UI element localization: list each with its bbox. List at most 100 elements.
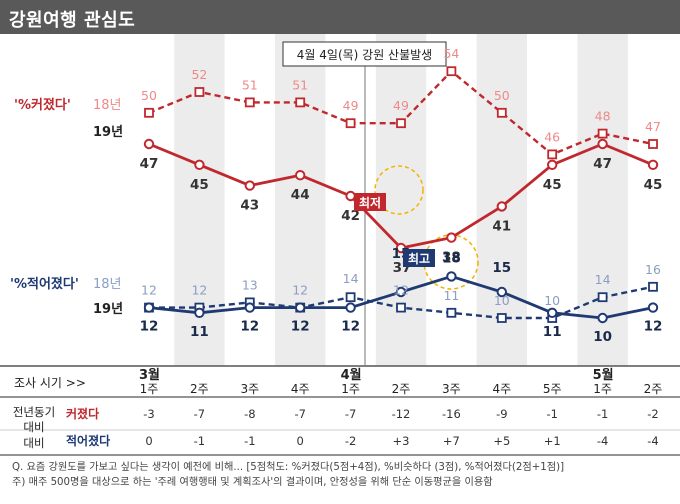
data-label: 47: [140, 156, 159, 172]
data-label: 38: [442, 250, 461, 266]
data-label: 10: [544, 293, 560, 308]
table-header-label: 조사 시기 >>: [14, 376, 86, 390]
data-label: 42: [341, 208, 360, 224]
neg-year-prev-label: 18년: [93, 277, 122, 292]
title-bar: 강원여행 관심도: [0, 0, 680, 34]
data-label: 10: [593, 329, 612, 345]
week-label: 4주: [291, 382, 310, 396]
week-label: 1주: [140, 382, 159, 396]
data-label: 49: [393, 98, 409, 113]
data-label: 12: [140, 319, 159, 335]
data-label: 12: [191, 283, 207, 298]
data-label: 15: [492, 260, 511, 276]
week-label: 5주: [543, 382, 562, 396]
series-point: [647, 159, 659, 171]
data-label: 14: [595, 272, 611, 287]
series-point: [345, 118, 356, 129]
data-label: 11: [543, 324, 562, 340]
row-group-label: 전년동기: [13, 405, 55, 419]
row-group-label: 대비: [23, 420, 44, 434]
data-label: 45: [543, 177, 562, 193]
data-label: 47: [593, 156, 612, 172]
data-label: 13: [242, 277, 258, 292]
week-label: 2주: [190, 382, 209, 396]
annotation-text: 4월 4일(목) 강원 산불발생: [297, 48, 432, 62]
series-point: [295, 302, 306, 313]
week-label: 3주: [442, 382, 461, 396]
chart-title: 강원여행 관심도: [9, 10, 136, 31]
data-label: 12: [292, 283, 308, 298]
data-label: 18: [442, 250, 461, 266]
series-point: [244, 180, 256, 191]
week-label: 2주: [392, 382, 411, 396]
max-badge-box: [403, 249, 435, 267]
data-label: 16: [645, 262, 661, 277]
footer-note: 주) 매주 500명을 대상으로 하는 '주례 여행행태 및 계획조사'의 결과…: [12, 477, 493, 488]
min-badge-text: 최저: [359, 195, 381, 210]
series-point: [597, 138, 608, 150]
data-label: 45: [190, 177, 209, 193]
series-point: [345, 302, 356, 313]
series-point: [597, 292, 608, 303]
month-label: 4월: [341, 367, 362, 383]
data-label: 54: [443, 46, 459, 61]
table-cell: -4: [597, 434, 608, 448]
series-point: [496, 201, 507, 212]
row-group-label: 대비: [23, 436, 44, 450]
series-point: [194, 159, 205, 171]
table-cell: -2: [647, 407, 658, 421]
series-point: [446, 307, 457, 318]
pos-year-prev-label: 18년: [93, 98, 122, 113]
series-point: [295, 170, 306, 181]
week-label: 1주: [341, 382, 360, 396]
data-label: 11: [443, 288, 459, 303]
series-point: [244, 302, 256, 313]
table-cell: 0: [297, 434, 304, 448]
series-marks: [143, 66, 659, 324]
table-cell: -7: [194, 407, 205, 421]
pos-year-curr-label: 19년: [93, 125, 123, 140]
table-cell: -4: [647, 434, 658, 448]
table-cell: -1: [194, 434, 205, 448]
data-label: 45: [644, 177, 663, 193]
table-cell: -1: [546, 407, 557, 421]
data-label: 44: [291, 187, 310, 203]
footer-question: Q. 요즘 강원도를 가보고 싶다는 생각이 예전에 비해... [5점척도: …: [12, 462, 565, 473]
min-badge-box: [354, 193, 386, 211]
table-cell: -8: [244, 407, 255, 421]
neg-group-label: '%적어졌다': [10, 276, 79, 292]
data-label: 14: [343, 271, 359, 286]
series-point: [446, 232, 457, 243]
week-label: 2주: [644, 382, 663, 396]
table-cell: -9: [496, 407, 507, 421]
series-point: [295, 97, 306, 108]
series-point: [597, 312, 608, 324]
data-label: 48: [595, 109, 611, 124]
min-highlight-circle: [374, 165, 424, 215]
row-label: 커졌다: [66, 406, 99, 421]
series-point: [194, 87, 205, 97]
series-point: [396, 302, 406, 313]
table-cell: -7: [294, 407, 305, 421]
data-label: 50: [494, 88, 510, 103]
series-point: [547, 159, 558, 171]
series-point: [345, 292, 356, 303]
data-label: 41: [492, 218, 511, 234]
data-label: 12: [341, 319, 360, 335]
data-label: 51: [242, 77, 258, 92]
month-label: 5월: [593, 367, 614, 383]
data-label: 10: [494, 293, 510, 308]
data-label: 46: [544, 129, 560, 144]
data-label: 52: [191, 67, 207, 82]
series-point: [496, 313, 507, 323]
neg-year-curr-label: 19년: [93, 302, 123, 317]
data-label: 49: [343, 98, 359, 113]
series-point: [597, 128, 608, 139]
table-cell: -1: [597, 407, 608, 421]
series-point: [144, 107, 154, 118]
table-cell: +1: [544, 434, 561, 448]
week-band: [476, 34, 527, 366]
